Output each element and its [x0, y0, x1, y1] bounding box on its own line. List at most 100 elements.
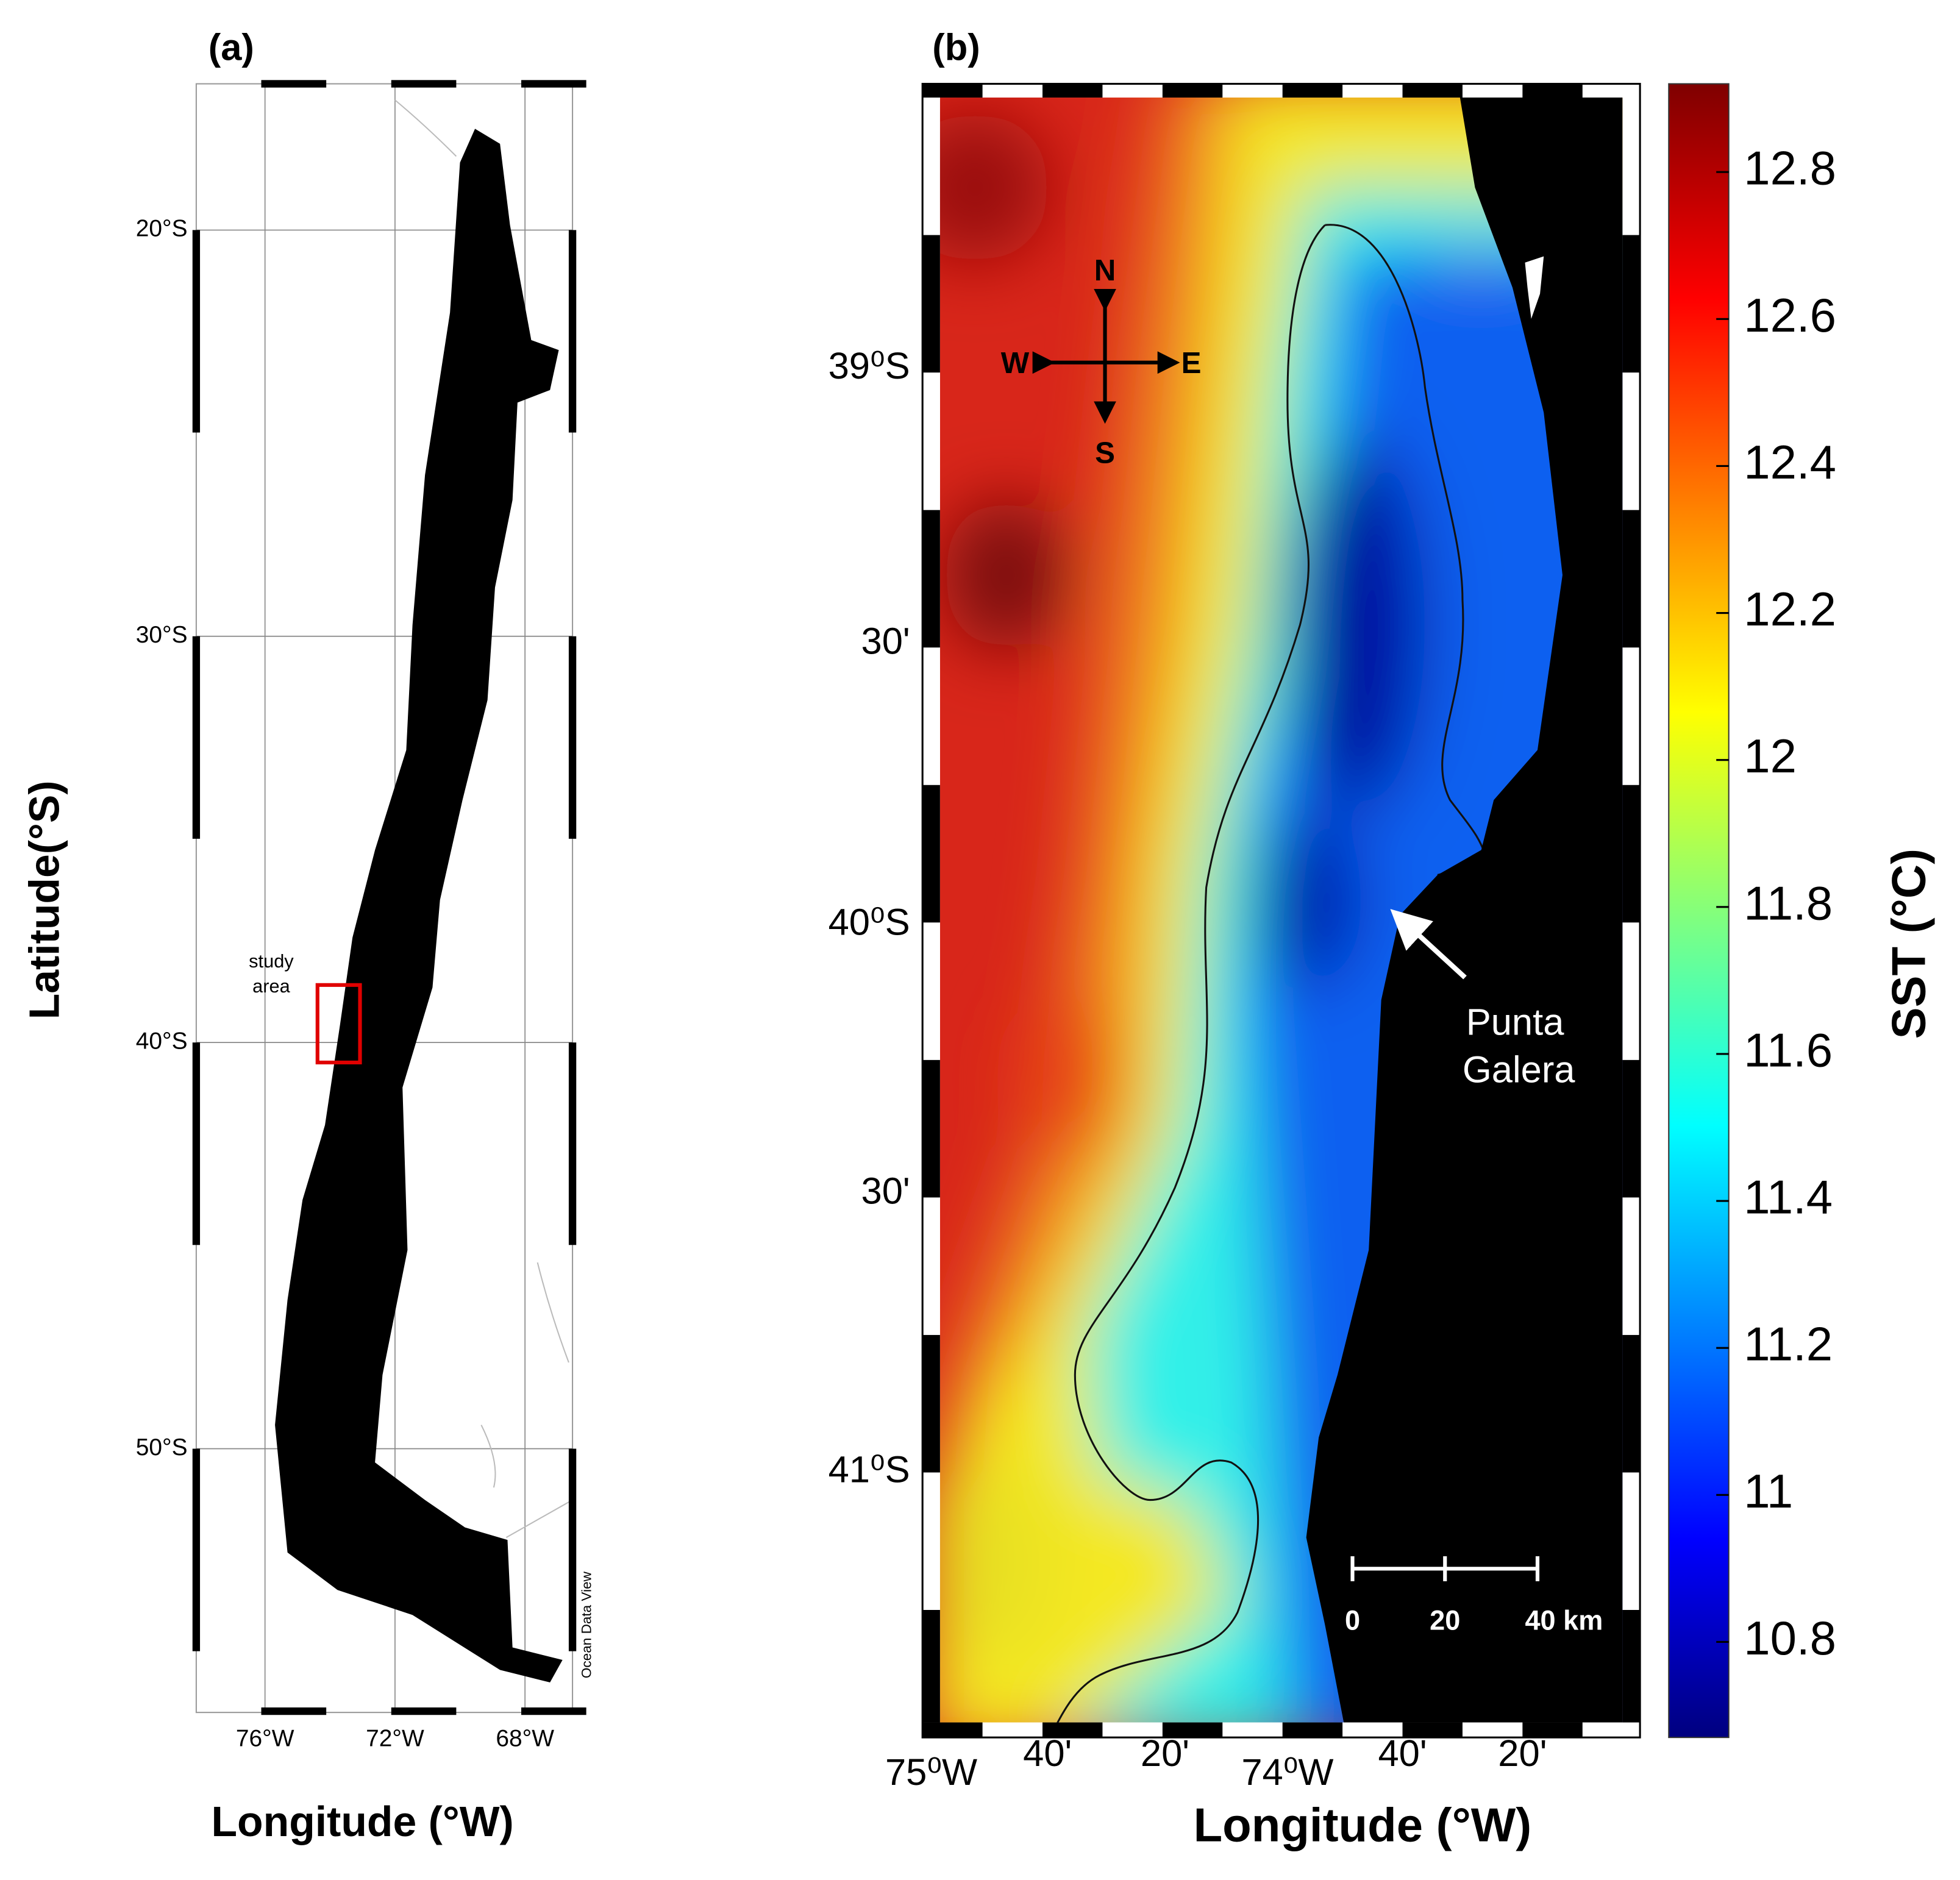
colorbar-title: SST (°C)	[1882, 849, 1936, 1039]
scale-bar	[1350, 1556, 1540, 1581]
frame-tick	[391, 80, 457, 88]
colorbar: SST (°C) 10.8 11 11.2 11.4 11.6 11.8 12 12.2 12.…	[1668, 83, 1936, 1739]
x-axis-title: Longitude (°W)	[1194, 1798, 1532, 1851]
frame-tick	[922, 235, 940, 373]
frame-tick	[261, 80, 327, 88]
frame-tick	[1402, 84, 1463, 98]
x-axis-title: Longitude (°W)	[211, 1798, 513, 1845]
scale-label: 20	[1430, 1604, 1460, 1636]
lat-label: 41⁰S	[829, 1449, 910, 1491]
frame-tick	[1522, 84, 1583, 98]
lon-label: 72°W	[366, 1726, 424, 1752]
panel-b: N S E W Punta Galera 0 20 40 km (b) Long…	[829, 26, 1641, 1851]
frame-tick	[922, 785, 940, 923]
lon-label: 76°W	[236, 1726, 294, 1752]
frame-tick	[1402, 1722, 1463, 1738]
frame-tick	[1042, 1722, 1103, 1738]
lake	[1525, 256, 1544, 319]
lat-label: 30'	[861, 1170, 910, 1212]
lat-label: 39⁰S	[829, 345, 910, 387]
lon-label: 75⁰W	[885, 1751, 977, 1793]
colorbar-tick-label: 12.8	[1744, 141, 1836, 195]
frame-tick	[1622, 1610, 1641, 1723]
frame-tick	[922, 84, 983, 98]
lon-label: 40'	[1378, 1732, 1427, 1775]
lat-label: 50°S	[136, 1434, 188, 1461]
frame-tick	[1042, 84, 1103, 98]
frame-tick	[568, 636, 577, 839]
colorbar-tick-label: 11.6	[1744, 1023, 1833, 1077]
colorbar-tick-label: 11.8	[1744, 876, 1833, 930]
compass-label: W	[1001, 346, 1030, 380]
colorbar-tick-label: 12	[1744, 729, 1797, 783]
scale-label: 0	[1345, 1604, 1360, 1636]
frame-tick	[192, 1448, 201, 1651]
sst-field	[939, 98, 1623, 1723]
study-area-label: area	[252, 975, 290, 997]
lat-label: 30'	[861, 620, 910, 662]
credit: Ocean Data View	[579, 1571, 594, 1678]
borders	[394, 99, 573, 1538]
frame-tick	[1162, 1722, 1223, 1738]
colorbar-tick-label: 11.4	[1744, 1170, 1833, 1224]
lon-label: 68°W	[496, 1726, 554, 1752]
lat-label: 40⁰S	[829, 902, 910, 944]
frame-tick	[1622, 510, 1641, 648]
frame-tick	[922, 510, 940, 648]
chile-landmass	[275, 129, 563, 1682]
scale-label: 40 km	[1525, 1604, 1603, 1636]
frame-tick	[1522, 1722, 1583, 1738]
colorbar-tick-label: 12.2	[1744, 582, 1836, 636]
frame-tick	[568, 230, 577, 433]
frame-tick	[568, 1042, 577, 1245]
lon-label: 40'	[1023, 1732, 1072, 1775]
lat-label: 20°S	[136, 216, 188, 242]
colorbar-tick-label: 11.2	[1744, 1317, 1833, 1371]
colorbar-tick-label: 10.8	[1744, 1611, 1836, 1665]
frame-tick	[922, 1722, 983, 1738]
annotation: Punta	[1466, 1002, 1565, 1044]
lat-label: 30°S	[136, 622, 188, 648]
frame-tick	[922, 1334, 940, 1473]
compass-label: N	[1094, 254, 1116, 287]
colorbar-tick-label: 12.4	[1744, 435, 1836, 489]
compass-label: E	[1181, 346, 1202, 380]
frame-tick	[922, 1059, 940, 1198]
frame-tick	[1282, 84, 1343, 98]
panel-a: study area Ocean Data View (a) Latitude(…	[20, 26, 594, 1845]
lon-label: 20'	[1141, 1732, 1189, 1775]
frame-tick	[568, 1448, 577, 1651]
lon-label: 20'	[1498, 1732, 1547, 1775]
y-axis-title: Latitude(°S)	[20, 780, 68, 1019]
annotation-arrow	[1390, 909, 1467, 980]
panel-label: (a)	[208, 26, 254, 68]
frame-tick	[922, 1610, 940, 1723]
annotation: Galera	[1463, 1049, 1575, 1091]
frame-tick	[261, 1707, 327, 1715]
panel-label: (b)	[932, 26, 980, 68]
frame-ticks	[922, 84, 1641, 1738]
colorbar-tick-label: 11	[1744, 1464, 1793, 1518]
frame-tick	[1622, 1059, 1641, 1198]
colorbar-ramp	[1668, 83, 1730, 1739]
lon-label: 74⁰W	[1241, 1751, 1333, 1793]
frame-tick	[192, 230, 201, 433]
lat-label: 40°S	[136, 1028, 188, 1054]
frame-tick	[1162, 84, 1223, 98]
compass	[1032, 288, 1180, 424]
frame-tick	[391, 1707, 457, 1715]
study-area-box	[315, 983, 362, 1065]
land	[1306, 98, 1623, 1723]
frame-tick	[192, 636, 201, 839]
frame-tick	[521, 80, 586, 88]
frame-tick	[1622, 235, 1641, 373]
colorbar-tick-label: 12.6	[1744, 288, 1836, 342]
frame-tick	[1622, 1334, 1641, 1473]
compass-label: S	[1095, 436, 1115, 469]
frame-tick	[1282, 1722, 1343, 1738]
frame-tick	[521, 1707, 586, 1715]
study-area-label: study	[249, 950, 294, 972]
